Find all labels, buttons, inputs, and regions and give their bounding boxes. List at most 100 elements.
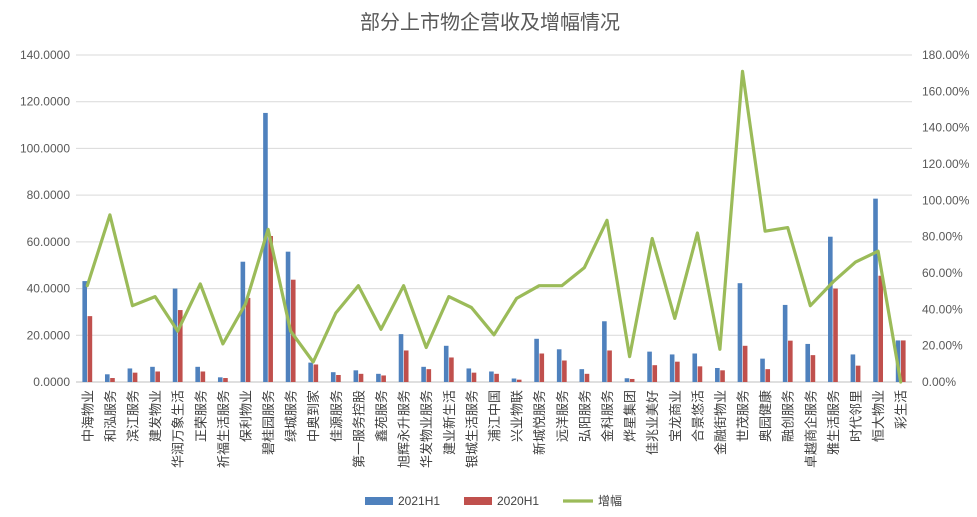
category-label: 华发物业服务 (419, 390, 435, 468)
bar-2021h1 (737, 283, 743, 382)
bar-2021h1 (692, 353, 698, 382)
bar-2020h1 (562, 360, 567, 382)
bar-2021h1 (669, 354, 675, 382)
category-label: 祈福生活服务 (216, 390, 232, 468)
bar-2020h1 (403, 350, 409, 382)
bar-2020h1 (426, 369, 432, 382)
right-tick-label: 40.00% (922, 302, 963, 316)
category-label: 佳源服务 (329, 390, 345, 442)
left-tick-label: 0.0000 (33, 375, 70, 389)
bar-2020h1 (381, 375, 386, 382)
left-tick-label: 100.0000 (20, 141, 70, 155)
category-label: 佳兆业美好 (646, 390, 661, 455)
bar-2021h1 (195, 366, 200, 382)
bar-2021h1 (782, 304, 788, 382)
bar-2020h1 (652, 365, 658, 382)
bar-2021h1 (602, 321, 607, 382)
category-label: 奥园健康 (758, 390, 774, 442)
legend-label-2020h1: 2020H1 (497, 494, 539, 508)
category-labels: 中海物业 和泓服务 滨江服务 建发物业 华润万象生活 正荣服务 祈福生活服务 保利物业 碧桂园服… (81, 390, 909, 468)
bar-2020h1 (788, 340, 793, 382)
bar-2020h1 (697, 366, 703, 382)
bar-2020h1 (878, 275, 884, 382)
right-tick-label: 80.00% (922, 230, 963, 244)
category-label: 弘阳服务 (577, 390, 593, 442)
left-tick-label: 60.0000 (27, 235, 71, 249)
bar-2021h1 (398, 334, 404, 382)
category-label: 彩生活 (895, 390, 910, 429)
category-label: 浦江中国 (488, 390, 503, 442)
bars (82, 112, 906, 382)
bar-2020h1 (765, 369, 771, 382)
legend-swatch-2021h1 (365, 497, 393, 505)
category-label: 恒大物业 (872, 390, 887, 442)
bar-2021h1 (443, 345, 449, 382)
bar-2021h1 (217, 377, 223, 382)
category-label: 建发物业 (148, 390, 164, 442)
category-label: 中奥到家 (306, 390, 322, 442)
bar-2020h1 (200, 371, 206, 382)
right-tick-label: 180.00% (922, 48, 970, 62)
legend: 2021H1 2020H1 增幅 (365, 493, 622, 508)
bar-2020h1 (584, 373, 590, 382)
category-label: 烨星集团 (623, 390, 639, 442)
bar-2021h1 (308, 362, 313, 382)
left-axis: 0.0000 20.0000 40.0000 60.0000 80.0000 100.00… (20, 48, 70, 389)
bar-2020h1 (494, 373, 499, 382)
bar-2021h1 (579, 369, 585, 382)
category-label: 银城生活服务 (464, 390, 480, 468)
category-label: 卓越商企服务 (803, 390, 819, 468)
bar-2021h1 (489, 371, 494, 382)
bar-2021h1 (715, 367, 720, 382)
left-tick-label: 140.0000 (20, 48, 70, 62)
bar-2020h1 (290, 279, 296, 382)
bar-2021h1 (421, 366, 426, 382)
bar-2020h1 (675, 361, 680, 382)
category-label: 时代邻里 (850, 390, 865, 442)
right-tick-label: 100.00% (922, 193, 970, 207)
right-tick-label: 140.00% (922, 121, 970, 135)
bar-2021h1 (82, 281, 87, 382)
bar-2021h1 (760, 358, 765, 382)
category-label: 金科服务 (600, 390, 616, 442)
category-label: 兴业物联 (511, 390, 526, 442)
bar-2020h1 (855, 365, 861, 382)
right-tick-label: 20.00% (922, 339, 963, 353)
category-label: 碧桂园服务 (261, 390, 277, 455)
gridlines (76, 54, 912, 383)
bar-2020h1 (358, 373, 364, 382)
category-label: 和泓服务 (103, 390, 119, 442)
bar-2021h1 (511, 378, 517, 382)
bar-2020h1 (132, 372, 138, 382)
bar-2020h1 (155, 371, 160, 382)
legend-label-2021h1: 2021H1 (398, 494, 440, 508)
category-label: 金融街物业 (713, 390, 729, 455)
bar-2021h1 (534, 338, 539, 382)
category-label: 旭辉永升服务 (397, 390, 413, 468)
right-tick-label: 160.00% (922, 84, 970, 98)
category-label: 宝龙商业 (669, 390, 684, 442)
category-label: 建业新生活 (442, 390, 458, 455)
left-tick-label: 40.0000 (27, 282, 71, 296)
bar-2020h1 (471, 372, 477, 382)
bar-2020h1 (516, 379, 522, 382)
category-label: 华润万象生活 (172, 390, 187, 468)
bar-2021h1 (353, 370, 359, 382)
legend-swatch-2020h1 (464, 497, 492, 505)
category-label: 合景悠活 (691, 390, 706, 442)
right-tick-label: 60.00% (922, 266, 963, 280)
bar-2020h1 (110, 378, 115, 382)
right-axis: 0.00% 20.00% 40.00% 60.00% 80.00% 100.00% 120.… (922, 48, 970, 389)
bar-2020h1 (177, 310, 183, 382)
bar-2021h1 (330, 372, 336, 382)
category-label: 远洋服务 (555, 390, 571, 442)
category-label: 绿城服务 (284, 390, 300, 442)
bar-2021h1 (127, 368, 133, 382)
bar-2021h1 (172, 288, 178, 382)
legend-label-growth: 增幅 (598, 493, 622, 508)
bar-2020h1 (223, 378, 228, 382)
bar-2020h1 (539, 353, 545, 382)
bar-2020h1 (901, 340, 906, 382)
category-label: 世茂服务 (736, 390, 752, 442)
category-label: 雅生活服务 (826, 390, 842, 455)
